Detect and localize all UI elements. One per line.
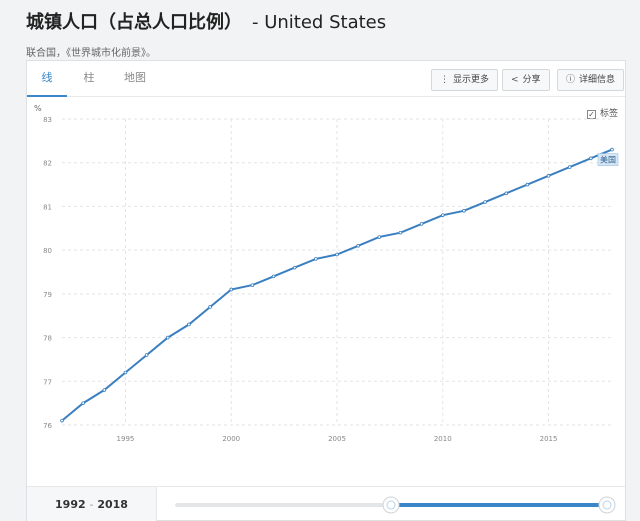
data-point (102, 388, 107, 392)
y-tick-label: 83 (43, 116, 52, 124)
data-point (356, 243, 360, 248)
y-tick-label: 81 (43, 203, 52, 211)
data-point (610, 147, 614, 152)
data-point (483, 200, 487, 204)
range-slider[interactable] (27, 487, 625, 521)
data-point (440, 213, 445, 217)
data-point (504, 191, 509, 196)
slider-handle-start-inner (386, 500, 396, 510)
share-label: 分享 (522, 75, 541, 85)
x-tick-label: 2000 (222, 435, 240, 443)
year-range: 1992 - 2018 (27, 487, 157, 521)
indicator-title: 城镇人口（占总人口比例） (26, 12, 242, 33)
series-label: 美国 (597, 153, 619, 166)
line-chart: % 76 77 78 79 80 81 82 83 1995 2000 2005 2010 2015 美国 (34, 104, 619, 443)
show-more-button[interactable]: ⋮ 显示更多 (431, 69, 499, 91)
series-label-box (597, 153, 619, 166)
x-tick-label: 2015 (540, 435, 558, 443)
x-tick-label: 2005 (328, 435, 346, 443)
slider-selected-range (391, 503, 607, 507)
x-tick-label: 2010 (434, 435, 452, 443)
x-tick-label: 1995 (117, 435, 135, 443)
data-point (398, 230, 403, 235)
details-label: 详细信息 (579, 75, 616, 85)
y-tick-label: 76 (43, 422, 52, 430)
details-button[interactable]: ⓘ 详细信息 (557, 69, 625, 91)
data-point (229, 287, 234, 292)
data-point (462, 209, 466, 213)
data-point (271, 274, 276, 279)
data-point (589, 156, 593, 161)
data-point (335, 252, 339, 257)
slider-handle-end-inner (602, 500, 612, 510)
data-point (314, 257, 318, 261)
data-point (187, 322, 191, 327)
data-point (377, 235, 382, 239)
range-footer: 1992 - 2018 (27, 486, 625, 521)
data-point (81, 401, 85, 405)
y-tick-label: 82 (43, 160, 52, 168)
range-end: 2018 (97, 498, 128, 511)
label-toggle-text: 标签 (600, 109, 619, 119)
data-point (208, 305, 212, 309)
data-point (165, 335, 170, 340)
data-point (144, 353, 149, 357)
data-point (123, 370, 128, 375)
country-name: - United States (252, 12, 387, 33)
info-icon: ⓘ (566, 75, 576, 85)
data-point (525, 182, 530, 187)
more-vertical-icon: ⋮ (440, 75, 449, 85)
chart-tabs: 线 柱 地图 ⋮ 显示更多 < 分享 ⓘ 详细信息 (27, 61, 625, 97)
share-button[interactable]: < 分享 (502, 69, 550, 91)
y-tick-label: 80 (43, 247, 52, 255)
y-tick-label: 78 (43, 335, 52, 343)
page-title: 城镇人口（占总人口比例） - United States (26, 8, 386, 34)
tab-line[interactable]: 线 (27, 61, 67, 97)
data-point (419, 222, 424, 226)
y-tick-label: 77 (43, 378, 52, 386)
data-point (567, 165, 572, 169)
data-point (546, 174, 551, 178)
tab-bar[interactable]: 柱 (83, 71, 95, 84)
data-point (60, 418, 64, 423)
range-start: 1992 (55, 498, 86, 511)
share-icon: < (511, 75, 519, 85)
tab-map[interactable]: 地图 (124, 71, 146, 84)
series-label-text: 美国 (600, 155, 616, 165)
show-more-label: 显示更多 (453, 75, 490, 85)
data-point (292, 265, 297, 270)
data-point (250, 283, 255, 287)
chart-panel: 线 柱 地图 ⋮ 显示更多 < 分享 ⓘ 详细信息 ✓ 标签 % 76 77 78 79 80 81… (26, 60, 626, 521)
range-separator: - (89, 498, 94, 511)
y-tick-label: 79 (43, 291, 52, 299)
data-source: 联合国，《世界城市化前景》。 (26, 48, 156, 59)
y-axis-unit: % (34, 104, 42, 113)
